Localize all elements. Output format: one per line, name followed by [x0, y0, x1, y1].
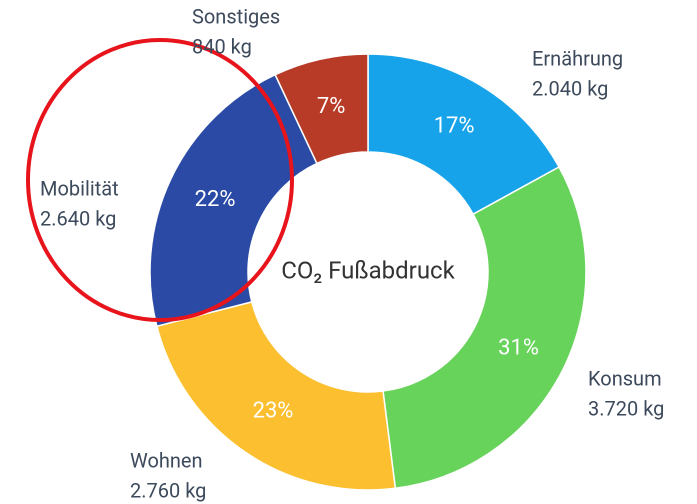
slices [149, 53, 587, 491]
slice [155, 300, 397, 491]
slice [274, 53, 369, 165]
slice [149, 73, 318, 328]
amount-label: 2.760 kg [130, 478, 206, 502]
value-label: 22% [195, 187, 236, 212]
category-label: Mobilität [40, 176, 119, 200]
category-label: Sonstiges [192, 4, 280, 28]
amount-label: 840 kg [192, 34, 252, 58]
chart-title: CO₂ Fußabdruck [281, 256, 455, 284]
value-label: 7% [317, 94, 345, 119]
value-label: 17% [434, 113, 475, 138]
amount-label: 2.640 kg [40, 206, 116, 230]
amount-label: 3.720 kg [588, 396, 664, 420]
highlight-circle [26, 38, 294, 322]
value-label: 23% [253, 399, 294, 424]
category-label: Ernährung [532, 46, 623, 70]
value-label: 31% [498, 336, 539, 361]
category-label: Konsum [588, 366, 662, 390]
amount-label: 2.040 kg [532, 76, 608, 100]
slice [382, 165, 587, 490]
category-label: Wohnen [130, 448, 203, 472]
